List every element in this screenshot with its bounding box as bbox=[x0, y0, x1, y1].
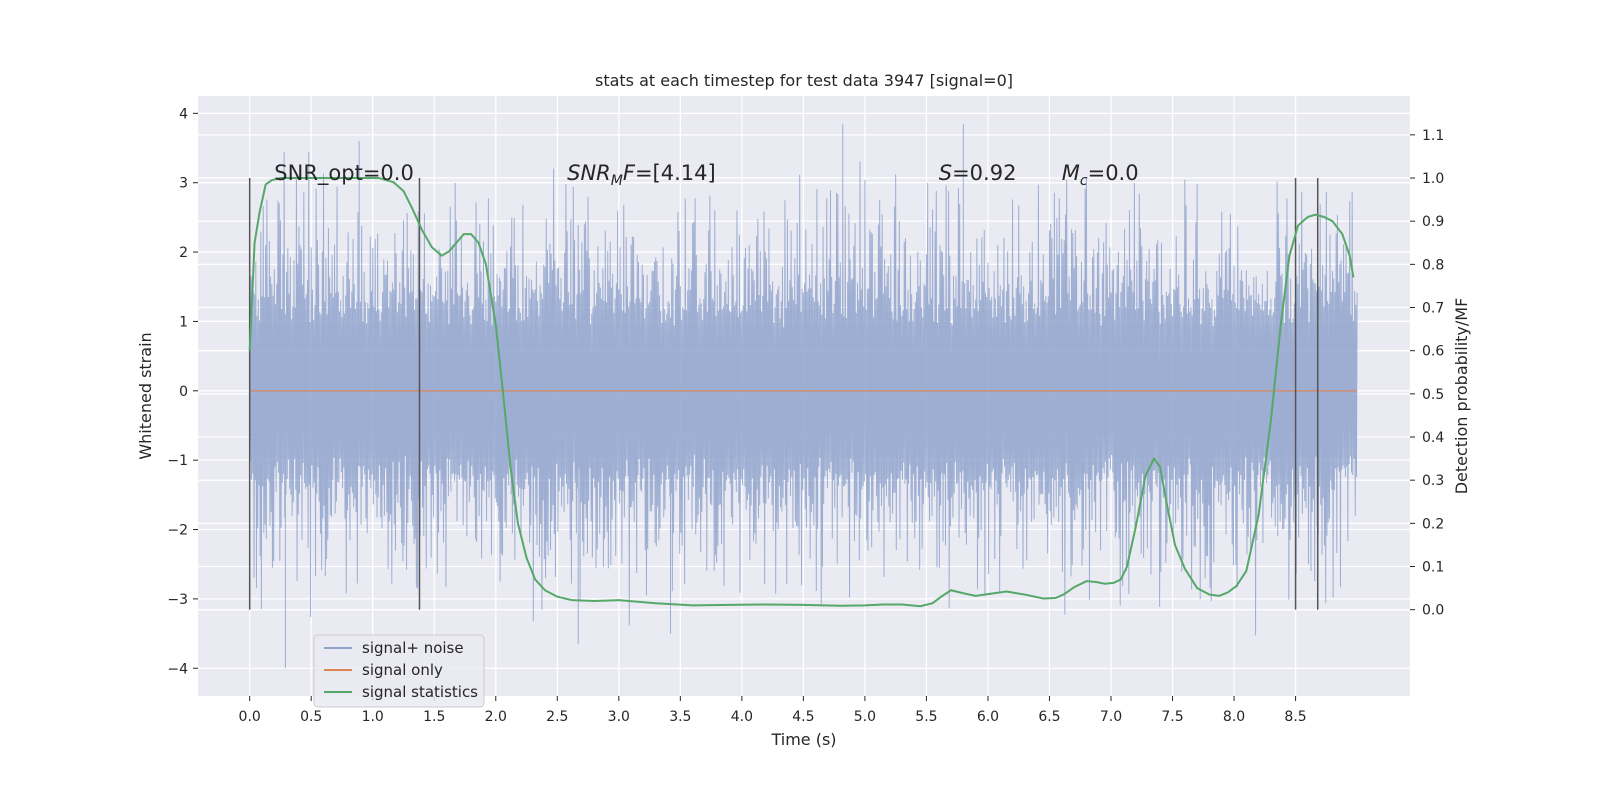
x-tick-label: 0.0 bbox=[239, 709, 261, 725]
x-tick-label: 8.0 bbox=[1223, 709, 1245, 725]
x-tick-label: 5.0 bbox=[854, 709, 876, 725]
x-tick-label: 6.5 bbox=[1038, 709, 1060, 725]
annotation-mc: Mc=0.0 bbox=[1062, 161, 1139, 189]
signal-plus-noise-trace bbox=[249, 123, 1358, 669]
legend-label-stat: signal statistics bbox=[362, 683, 478, 701]
y-tick-label: 4 bbox=[179, 106, 188, 122]
y2-tick-label: 1.0 bbox=[1422, 171, 1444, 187]
y2-tick-label: 0.9 bbox=[1422, 214, 1444, 230]
y2-axis-ticks: 0.0 0.1 0.2 0.3 0.4 0.5 0.6 0.7 0.8 0.9 1.0 1.1 bbox=[1410, 128, 1444, 619]
annotation-s-stat: S=0.92 bbox=[939, 161, 1017, 185]
noise-trace-path bbox=[249, 123, 1358, 669]
x-tick-label: 6.0 bbox=[977, 709, 999, 725]
x-tick-label: 0.5 bbox=[300, 709, 322, 725]
legend-entry-noise: signal+ noise bbox=[324, 639, 464, 657]
x-tick-label: 7.0 bbox=[1100, 709, 1122, 725]
x-axis-label: Time (s) bbox=[770, 730, 836, 749]
x-tick-label: 5.5 bbox=[915, 709, 937, 725]
y-tick-label: 1 bbox=[179, 314, 188, 330]
annotation-snr-opt: SNR_opt=0.0 bbox=[274, 161, 414, 186]
y2-tick-label: 0.5 bbox=[1422, 387, 1444, 403]
x-axis-ticks: 0.0 0.5 1.0 1.5 2.0 2.5 3.0 3.5 4.0 4.5 5.0 5.5 6.0 6… bbox=[239, 696, 1307, 725]
x-tick-label: 3.5 bbox=[669, 709, 691, 725]
chart-title: stats at each timestep for test data 394… bbox=[595, 71, 1013, 90]
y-axis-ticks: 4 3 2 1 0 −1 −2 −3 −4 bbox=[167, 106, 198, 677]
x-tick-label: 7.5 bbox=[1161, 709, 1183, 725]
y2-axis-label: Detection probability/MF bbox=[1452, 298, 1471, 495]
signal-statistics-line bbox=[248, 177, 1355, 608]
legend-entry-stat: signal statistics bbox=[324, 683, 478, 701]
y2-tick-label: 0.6 bbox=[1422, 344, 1444, 360]
y2-tick-label: 0.1 bbox=[1422, 560, 1444, 576]
y-tick-label: 3 bbox=[179, 176, 188, 192]
y-tick-label: −1 bbox=[167, 453, 188, 469]
x-tick-label: 8.5 bbox=[1284, 709, 1306, 725]
legend-entry-signal: signal only bbox=[324, 661, 443, 679]
y2-tick-label: 0.0 bbox=[1422, 603, 1444, 619]
y2-tick-label: 0.8 bbox=[1422, 257, 1444, 273]
vertical-markers bbox=[248, 178, 1319, 610]
y-axis-label: Whitened strain bbox=[136, 332, 155, 459]
legend-box bbox=[313, 634, 485, 708]
y2-tick-label: 0.3 bbox=[1422, 473, 1444, 489]
x-tick-label: 4.5 bbox=[792, 709, 814, 725]
legend-label-signal: signal only bbox=[362, 661, 443, 679]
x-tick-label: 3.0 bbox=[608, 709, 630, 725]
y-tick-label: −4 bbox=[167, 661, 188, 677]
y-tick-label: 2 bbox=[179, 245, 188, 261]
x-tick-label: 2.5 bbox=[546, 709, 568, 725]
y-tick-label: −3 bbox=[167, 592, 188, 608]
y2-tick-label: 1.1 bbox=[1422, 128, 1444, 144]
x-tick-label: 1.5 bbox=[423, 709, 445, 725]
x-tick-label: 4.0 bbox=[731, 709, 753, 725]
legend: signal+ noise signal only signal statist… bbox=[313, 634, 485, 708]
legend-label-noise: signal+ noise bbox=[362, 639, 464, 657]
y-tick-label: 0 bbox=[179, 384, 188, 400]
annotation-snr-mf: SNRMF=[4.14] bbox=[567, 161, 716, 189]
x-tick-label: 2.0 bbox=[485, 709, 507, 725]
y2-tick-label: 0.4 bbox=[1422, 430, 1444, 446]
x-tick-label: 1.0 bbox=[362, 709, 384, 725]
y-tick-label: −2 bbox=[167, 523, 188, 539]
y2-tick-label: 0.7 bbox=[1422, 301, 1444, 317]
y2-tick-label: 0.2 bbox=[1422, 516, 1444, 532]
